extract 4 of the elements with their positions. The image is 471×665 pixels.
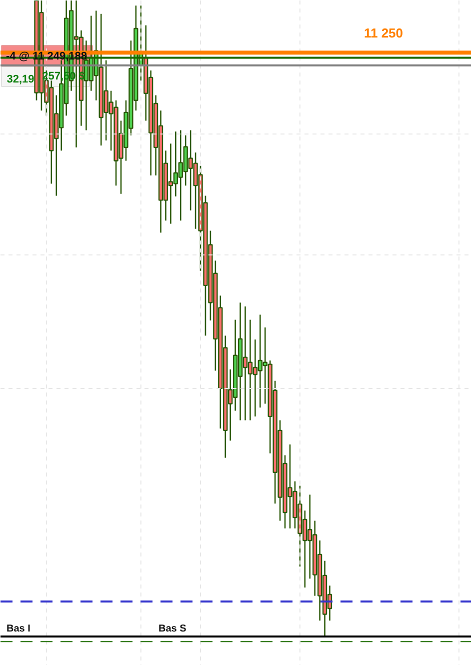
text: Bas I xyxy=(6,624,31,635)
annotation: Bas S xyxy=(158,624,187,635)
annotation: 32,19 xyxy=(6,74,34,86)
text: 11 250 xyxy=(364,26,404,40)
